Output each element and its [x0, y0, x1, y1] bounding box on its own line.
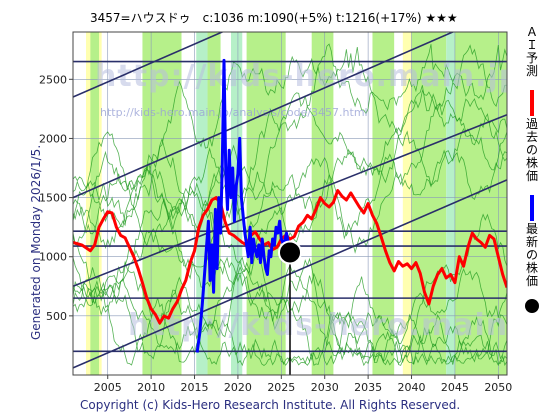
band-green [207, 32, 221, 375]
watermark-main: http://kids-hero.main.jp/ [95, 59, 533, 94]
legend-char: Ａ [526, 25, 538, 39]
legend-char: 株 [526, 260, 538, 275]
y-tick-label: 2000 [39, 132, 67, 145]
legend-dot [525, 299, 539, 313]
data-series [73, 58, 507, 353]
x-tick-label: 2020 [224, 381, 252, 394]
past-price-line [195, 58, 292, 353]
simulation-line [73, 43, 507, 317]
x-tick-label: 2045 [441, 381, 469, 394]
watermark: http://kids-hero.main.jp/ http://kids-he… [95, 59, 554, 343]
x-tick-label: 2050 [484, 381, 512, 394]
x-tick-label: 2015 [181, 381, 209, 394]
legend-char: Ｉ [526, 38, 538, 52]
y-tick-label: 1000 [39, 251, 67, 264]
watermark-bottom: http://kids-hero.main.jp [128, 308, 554, 343]
y-tick-label: 500 [46, 310, 67, 323]
legend-char: 株 [526, 155, 538, 170]
chart-title: 3457=ハウスドゥ c:1036 m:1090(+5%) t:1216(+17… [90, 11, 458, 25]
x-tick-label: 2035 [354, 381, 382, 394]
simulation-line [73, 47, 507, 235]
current-price-dot [278, 240, 302, 265]
simulation-line [73, 127, 507, 234]
channel-line [73, 114, 507, 288]
legend-char: 新 [526, 234, 538, 249]
band-green [90, 32, 100, 375]
channel-line [73, 32, 455, 199]
x-tick-label: 2030 [311, 381, 339, 394]
x-tick-label: 2025 [267, 381, 295, 394]
legend-char: 去 [526, 130, 538, 144]
x-axis: 2005 2010 2015 2020 2025 2030 2035 2040 2045 2050 [94, 375, 512, 394]
legend-char: 価 [526, 169, 538, 183]
simulation-line [73, 105, 507, 250]
simulation-line [73, 44, 507, 237]
legend-char: 価 [526, 274, 538, 288]
legend-char: の [526, 248, 538, 262]
copyright-footer: Copyright (c) Kids-Hero Research Institu… [80, 398, 460, 412]
y-axis: 500 1000 1500 2000 2500 [39, 73, 73, 323]
y-tick-label: 1500 [39, 192, 67, 205]
legend-char: の [526, 143, 538, 157]
x-tick-label: 2010 [137, 381, 165, 394]
band-yellow [402, 32, 412, 375]
watermark-sub: http://kids-hero.main.jp/analysis/code/3… [100, 106, 368, 119]
current-price-marker [278, 240, 302, 375]
x-tick-label: 2040 [398, 381, 426, 394]
legend-char: 予 [526, 51, 538, 65]
y-tick-label: 2500 [39, 73, 67, 86]
band-mint [196, 32, 208, 375]
x-tick-label: 2005 [94, 381, 122, 394]
ai-forecast-line [73, 189, 507, 325]
legend-char: 最 [526, 222, 538, 236]
legend-char: 測 [526, 64, 538, 78]
channel-line [73, 32, 225, 98]
legend-char: 過 [526, 117, 538, 131]
plot-frame [72, 31, 508, 376]
simulation-line [73, 131, 507, 306]
generated-date-label: Generated on Monday 2026/1/5. [29, 145, 43, 340]
